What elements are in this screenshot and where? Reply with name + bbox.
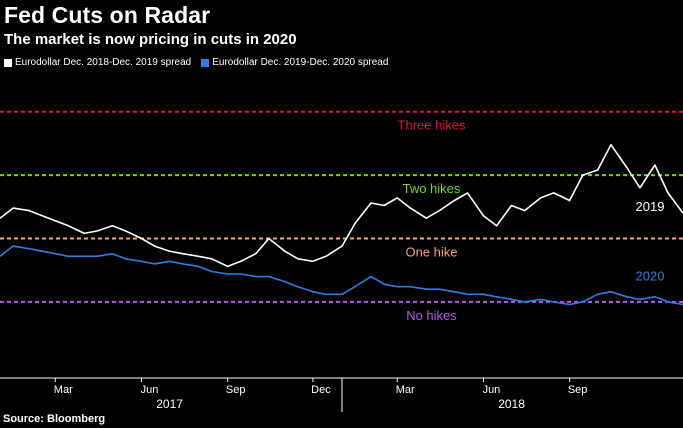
chart-title: Fed Cuts on Radar (4, 2, 211, 28)
source-note: Source: Bloomberg (3, 413, 106, 425)
chart-subtitle: The market is now pricing in cuts in 202… (4, 31, 297, 48)
ref-label-three-hikes: Three hikes (398, 118, 466, 133)
series-label-2020: 2020 (636, 268, 665, 283)
legend-item-2019: Eurodollar Dec. 2018-Dec. 2019 spread (4, 57, 191, 68)
series-label-2019: 2019 (636, 199, 665, 214)
series-line-2020 (0, 245, 683, 306)
ref-label-no-hikes: No hikes (406, 308, 457, 323)
legend-swatch-2019 (4, 58, 12, 67)
year-label-2018: 2018 (498, 397, 525, 411)
legend-swatch-2020 (201, 58, 210, 67)
legend-label-2019: Eurodollar Dec. 2018-Dec. 2019 spread (15, 57, 192, 68)
ref-label-one-hike: One hike (405, 245, 457, 260)
legend-label-2020: Eurodollar Dec. 2019-Dec. 2020 spread (212, 57, 389, 68)
series-line-2019 (0, 143, 683, 268)
ref-label-two-hikes: Two hikes (403, 181, 461, 196)
x-tick-label: Sep (226, 384, 246, 396)
legend-item-2020: Eurodollar Dec. 2019-Dec. 2020 spread (201, 57, 388, 68)
x-tick-label: Mar (54, 384, 73, 396)
x-tick-label: Jun (141, 384, 159, 396)
year-label-2017: 2017 (156, 397, 183, 411)
x-tick-label: Jun (483, 384, 501, 396)
x-tick-label: Dec (311, 384, 331, 396)
x-tick-label: Mar (396, 384, 415, 396)
x-tick-label: Sep (568, 384, 588, 396)
legend: Eurodollar Dec. 2018-Dec. 2019 spread Eu… (4, 57, 398, 68)
